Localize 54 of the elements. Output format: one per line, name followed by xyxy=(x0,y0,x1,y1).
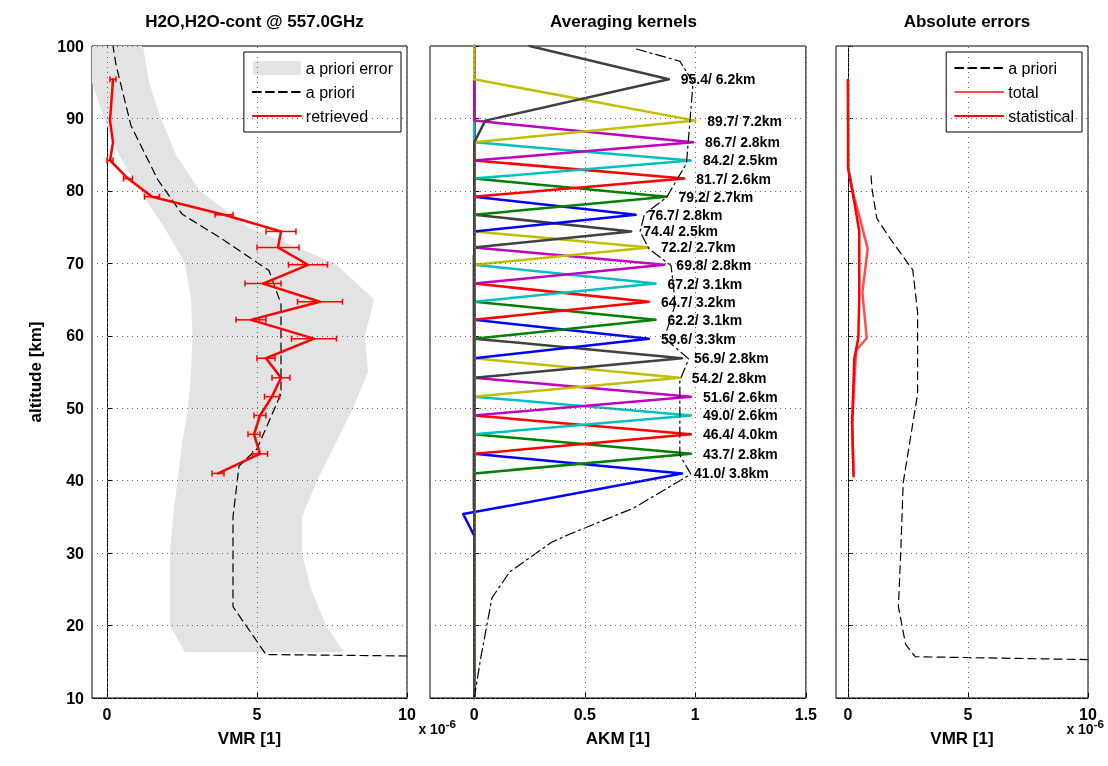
annotation: 46.4/ 4.0km xyxy=(702,426,778,443)
annotation: 86.7/ 2.8km xyxy=(705,134,780,151)
annotation: 62.2/ 3.1km xyxy=(667,311,743,328)
annotation: 56.9/ 2.8km xyxy=(694,350,769,367)
annotation: 81.7/ 2.6km xyxy=(696,170,772,187)
legend-label: total xyxy=(1008,83,1039,101)
y-tick-label: 80 xyxy=(66,182,85,200)
x-tick-label: 5 xyxy=(252,705,262,723)
x-axis-title: VMR [1] xyxy=(930,729,994,748)
y-tick-label: 100 xyxy=(57,37,85,55)
chart-title: Absolute errors xyxy=(903,12,1031,31)
y-tick-label: 20 xyxy=(66,617,85,635)
legend-label: a priori xyxy=(305,83,355,101)
x-axis-title: AKM [1] xyxy=(585,729,651,748)
annotation: 59.6/ 3.3km xyxy=(660,330,736,347)
y-tick-label: 50 xyxy=(66,399,85,417)
x-tick-label: 1 xyxy=(690,705,700,723)
annotation: 79.2/ 2.7km xyxy=(678,188,754,205)
x-tick-label: 0 xyxy=(469,705,479,723)
annotation: 41.0/ 3.8km xyxy=(694,465,769,482)
legend-label: a priori error xyxy=(305,59,394,77)
annotation: 43.7/ 2.8km xyxy=(702,445,778,462)
annotation: 89.7/ 7.2km xyxy=(707,112,783,129)
annotation: 69.8/ 2.8km xyxy=(676,256,752,273)
x-tick-label: 0.5 xyxy=(573,705,596,723)
annotation: 95.4/ 6.2km xyxy=(680,71,756,88)
chart-title: H2O,H2O-cont @ 557.0GHz xyxy=(145,12,364,31)
text: x 10$^{-6}$ xyxy=(418,716,456,737)
annotation: 67.2/ 3.1km xyxy=(667,275,743,292)
annotation: 49.0/ 2.6km xyxy=(702,407,778,424)
legend-label: retrieved xyxy=(305,107,369,125)
x-tick-label: 0 xyxy=(843,705,853,723)
annotation: 84.2/ 2.5km xyxy=(702,152,778,169)
y-tick-label: 40 xyxy=(66,472,85,490)
y-tick-label: 30 xyxy=(66,544,85,562)
y-tick-label: 10 xyxy=(66,689,85,707)
legend-label: statistical xyxy=(1008,107,1074,125)
legend-label: a priori xyxy=(1008,59,1058,77)
x-tick-label: 5 xyxy=(963,705,973,723)
annotation: 51.6/ 2.6km xyxy=(702,388,778,405)
annotation: 74.4/ 2.5km xyxy=(643,223,718,240)
annotation: 72.2/ 2.7km xyxy=(660,239,736,256)
x-tick-label: 0 xyxy=(102,705,112,723)
y-tick-label: 60 xyxy=(66,327,85,345)
y-tick-label: 70 xyxy=(66,254,85,272)
y-axis-title: altitude [km] xyxy=(26,321,45,423)
x-axis-title: VMR [1] xyxy=(217,729,282,748)
x-tick-label: 1.5 xyxy=(794,705,818,723)
annotation: 54.2/ 2.8km xyxy=(691,369,767,386)
x-tick-label: 10 xyxy=(398,705,416,723)
annotation: 76.7/ 2.8km xyxy=(647,206,723,223)
chart-title: Averaging kernels xyxy=(550,12,697,31)
annotation: 64.7/ 3.2km xyxy=(660,293,736,310)
y-tick-label: 90 xyxy=(66,109,85,127)
